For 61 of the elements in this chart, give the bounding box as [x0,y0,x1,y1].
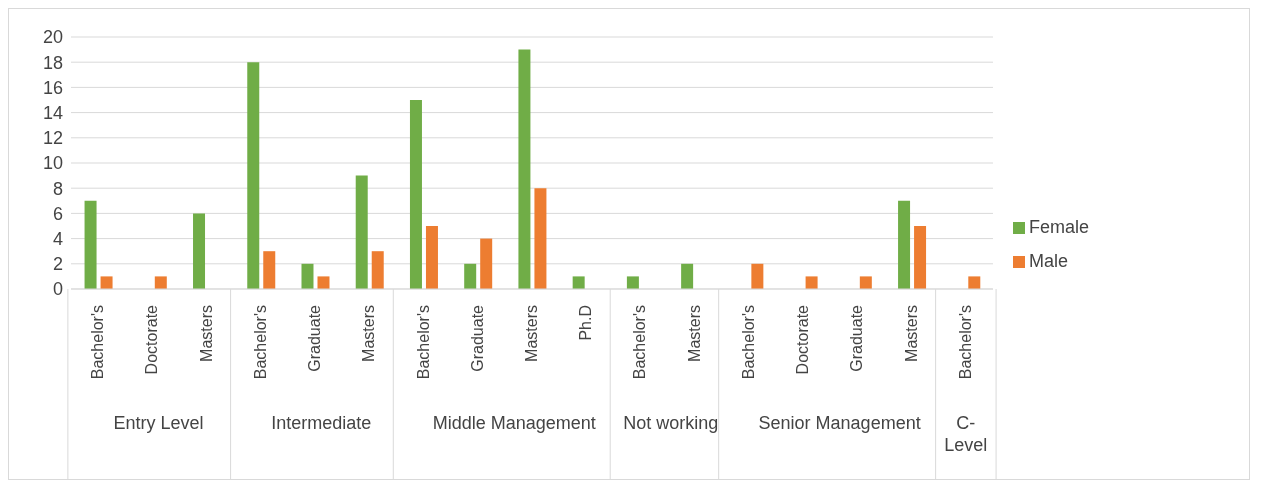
y-tick-label: 0 [52,279,63,300]
bar [317,276,330,289]
legend-label: Male [1028,251,1068,271]
bar [681,263,694,289]
x-tick-label: Masters [197,305,215,362]
bar [464,263,477,289]
x-tick-label: Bachelor's [251,305,269,380]
bar [263,251,276,289]
x-tick-label: Graduate [306,304,324,372]
text: Entry Level [113,413,204,433]
bar [480,238,493,289]
bar [371,251,384,289]
x-tick-label: Masters [522,305,540,362]
x-tick-label: Bachelor's [956,305,974,380]
bar [425,226,438,289]
bar [355,175,368,289]
x-tick-label: Bachelor's [739,305,757,380]
y-tick-label: 12 [42,128,63,149]
bar [154,276,167,289]
bar [805,276,818,289]
x-tick-label: Bachelor's [89,305,107,380]
y-tick-label: 10 [42,153,63,174]
bar [409,100,422,289]
bar [751,263,764,289]
x-tick-label: Masters [685,305,703,362]
y-tick-label: 16 [42,77,63,98]
x-tick-label: Doctorate [143,304,161,375]
y-tick-label: 18 [42,52,63,73]
bar [518,49,531,289]
bar [968,276,981,289]
y-tick-label: 8 [52,178,63,199]
y-tick-label: 6 [52,203,63,224]
bar [100,276,113,289]
bar [247,62,260,289]
bar [84,200,97,289]
x-tick-label: Graduate [848,304,866,372]
y-tick-label: 14 [42,102,63,123]
x-tick-label: Doctorate [794,304,812,375]
x-tick-label: Masters [360,305,378,362]
text: C-Level [944,413,988,455]
text: Not working [623,413,719,433]
y-tick-label: 4 [52,228,63,249]
bar [301,263,314,289]
legend-label: Female [1028,217,1089,237]
bar [914,226,927,289]
text: Intermediate [271,413,372,433]
x-tick-label: Bachelor's [414,305,432,380]
x-tick-label: Ph.D [577,305,595,341]
x-tick-label: Bachelor's [631,305,649,380]
x-tick-label: Graduate [468,304,486,372]
bar [626,276,639,289]
bar [193,213,206,289]
text: Senior Management [758,413,921,433]
bar [898,200,911,289]
y-tick-label: 2 [52,254,63,275]
bar [572,276,585,289]
bar [534,188,547,289]
text: Middle Management [432,413,596,433]
x-tick-label: Masters [902,305,920,362]
bar [859,276,872,289]
y-tick-label: 20 [42,27,63,48]
